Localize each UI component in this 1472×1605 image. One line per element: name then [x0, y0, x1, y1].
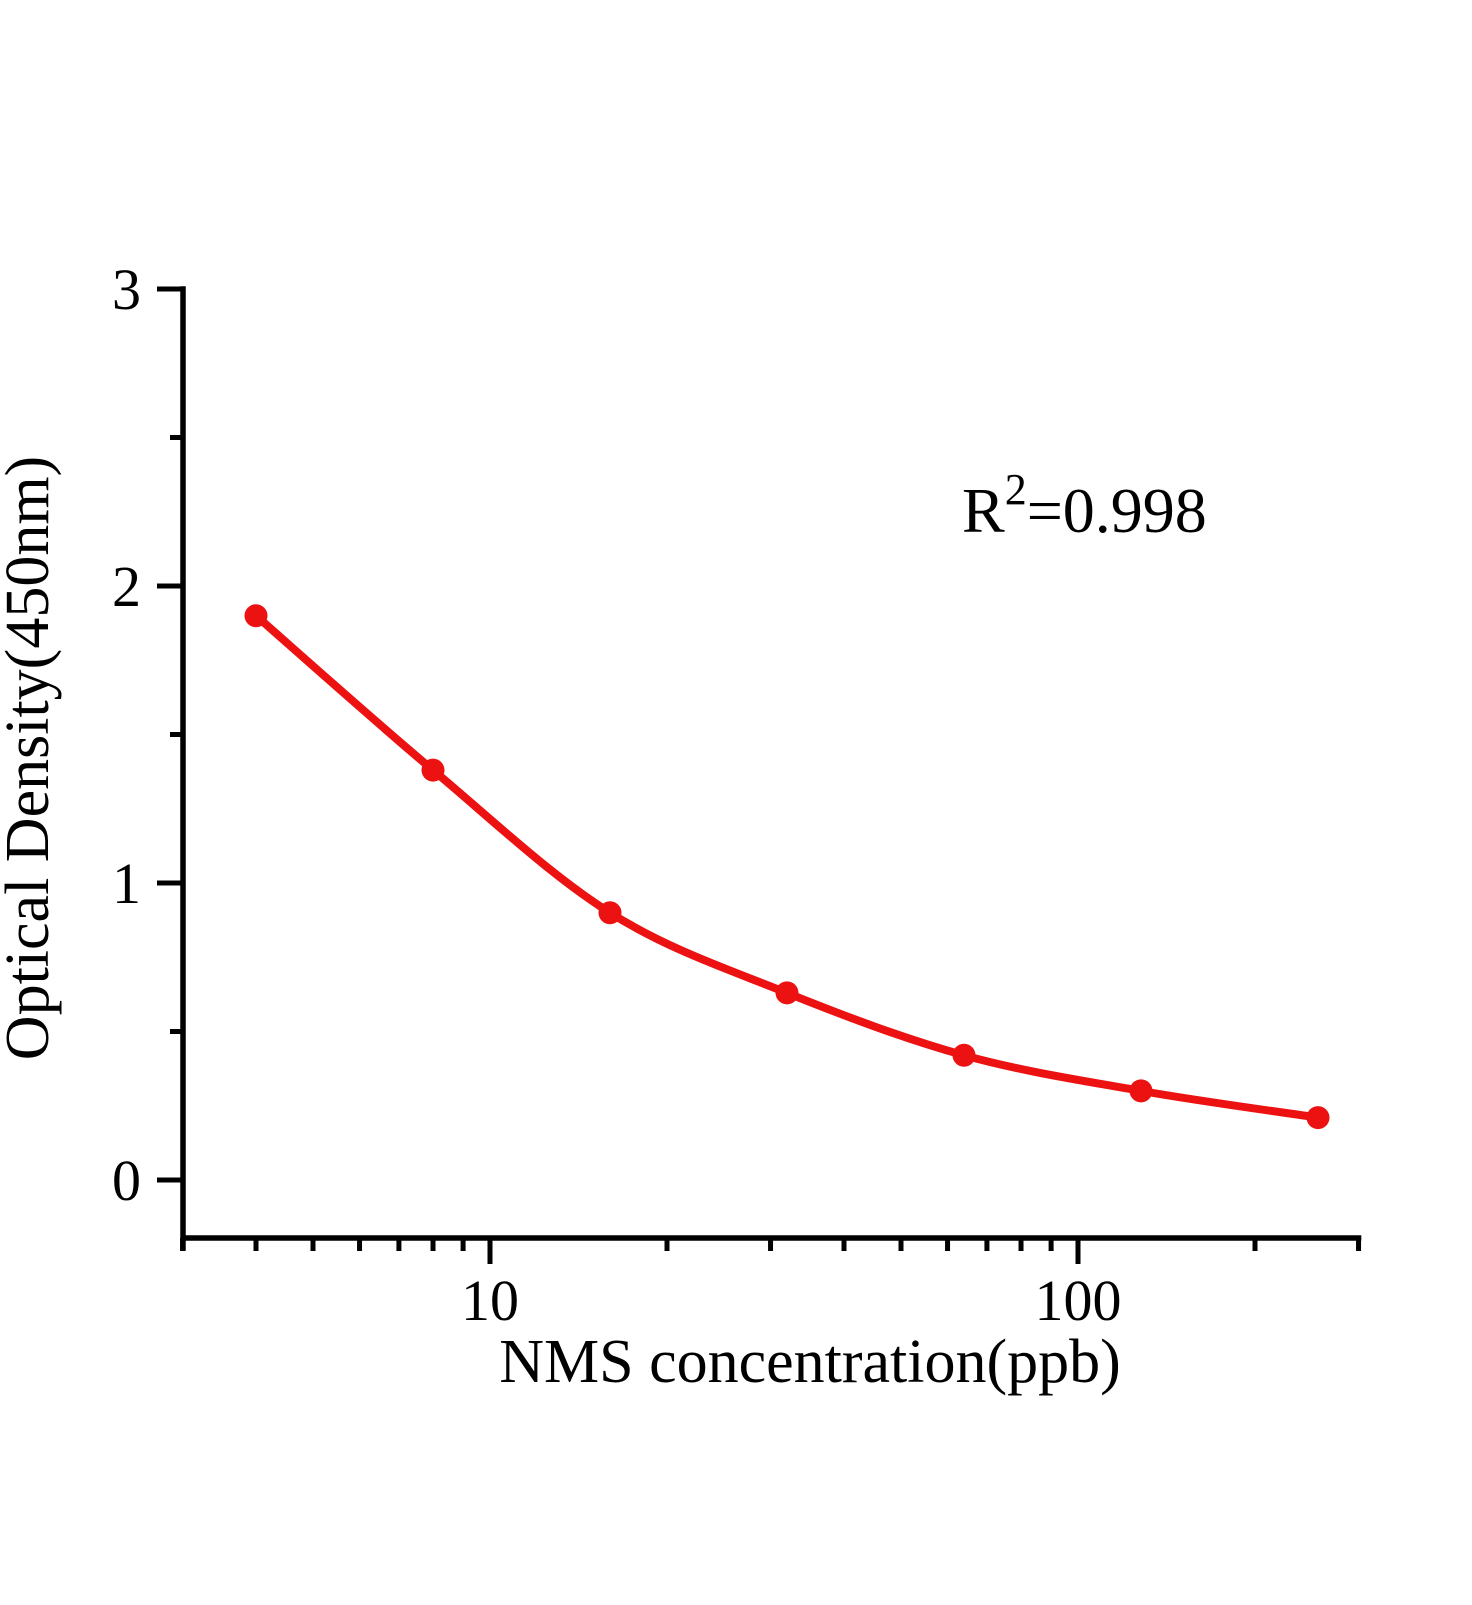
data-point-marker [1306, 1106, 1330, 1130]
data-point-markers [244, 604, 1330, 1130]
y-axis-tick-label: 2 [112, 554, 141, 619]
y-axis-title: Optical Density(450nm) [0, 456, 62, 1060]
y-axis-tick-label: 3 [112, 257, 141, 322]
axis-spines [180, 286, 1362, 1251]
data-point-marker [952, 1043, 976, 1067]
r-squared-superscript: 2 [1005, 465, 1027, 514]
data-point-marker [1129, 1079, 1153, 1103]
x-axis-tick-label: 100 [1035, 1268, 1122, 1333]
x-axis-title: NMS concentration(ppb) [499, 1328, 1121, 1396]
r-squared-prefix: R [962, 475, 1005, 546]
r-squared-suffix: =0.998 [1027, 475, 1207, 546]
x-axis-ticks [180, 1238, 1362, 1264]
data-point-marker [244, 604, 268, 628]
data-point-marker [421, 758, 445, 782]
x-axis-tick-label: 10 [461, 1268, 519, 1333]
fit-curve [252, 611, 1322, 1122]
x-axis-tick-labels: 10 100 [461, 1268, 1122, 1333]
y-axis-tick-label: 1 [112, 851, 141, 916]
data-point-marker [598, 901, 622, 925]
y-axis-tick-labels: 0 1 2 3 [112, 257, 141, 1213]
y-axis-ticks [157, 286, 183, 1183]
r-squared-annotation: R2=0.998 [962, 465, 1207, 546]
y-axis-tick-label: 0 [112, 1148, 141, 1213]
data-point-marker [775, 981, 799, 1005]
fit-curve-path [252, 611, 1322, 1122]
